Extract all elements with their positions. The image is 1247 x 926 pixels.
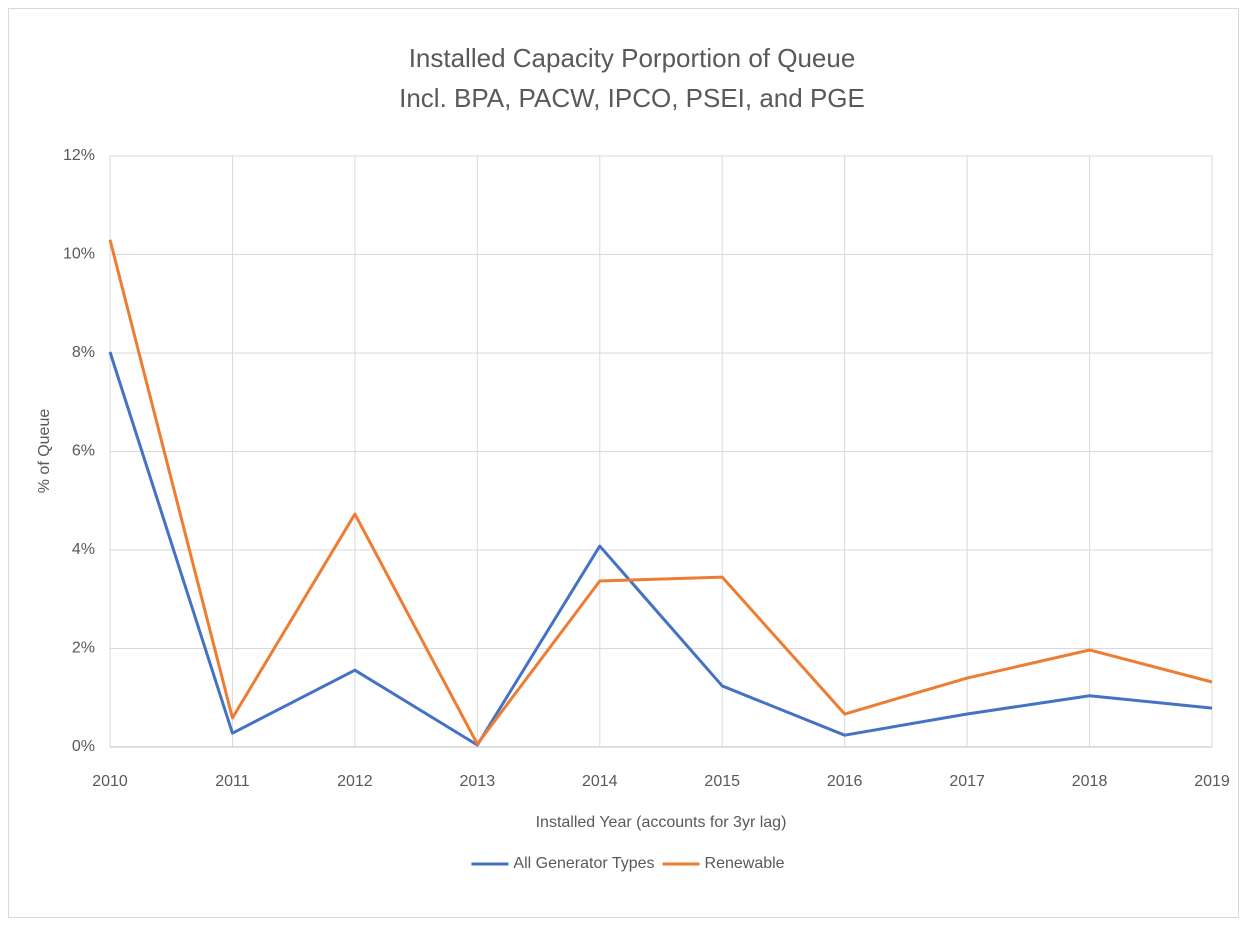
x-tick-label: 2014 <box>582 773 618 790</box>
x-tick-label: 2011 <box>215 773 250 790</box>
x-tick-label: 2018 <box>1072 773 1108 790</box>
y-tick-label: 0% <box>72 738 95 755</box>
y-axis-label: % of Queue <box>36 409 53 494</box>
y-tick-label: 2% <box>72 640 95 657</box>
series-line <box>108 239 1213 746</box>
x-tick-label: 2019 <box>1194 773 1230 790</box>
legend-label: Renewable <box>705 855 785 872</box>
x-tick-label: 2013 <box>460 773 496 790</box>
chart-border <box>8 8 1239 918</box>
legend-label: All Generator Types <box>513 855 654 872</box>
y-tick-label: 8% <box>72 344 95 361</box>
x-tick-label: 2016 <box>827 773 863 790</box>
x-axis-label: Installed Year (accounts for 3yr lag) <box>536 814 787 831</box>
x-tick-label: 2010 <box>92 773 128 790</box>
y-tick-label: 4% <box>72 541 95 558</box>
x-tick-label: 2017 <box>949 773 985 790</box>
x-tick-label: 2012 <box>337 773 373 790</box>
chart-subtitle: Incl. BPA, PACW, IPCO, PSEI, and PGE <box>399 83 865 113</box>
chart-title: Installed Capacity Porportion of Queue <box>409 43 856 73</box>
y-tick-label: 6% <box>72 443 95 460</box>
series-line <box>108 351 1213 747</box>
x-tick-label: 2015 <box>704 773 740 790</box>
y-tick-label: 10% <box>63 246 95 263</box>
y-tick-label: 12% <box>63 147 95 164</box>
